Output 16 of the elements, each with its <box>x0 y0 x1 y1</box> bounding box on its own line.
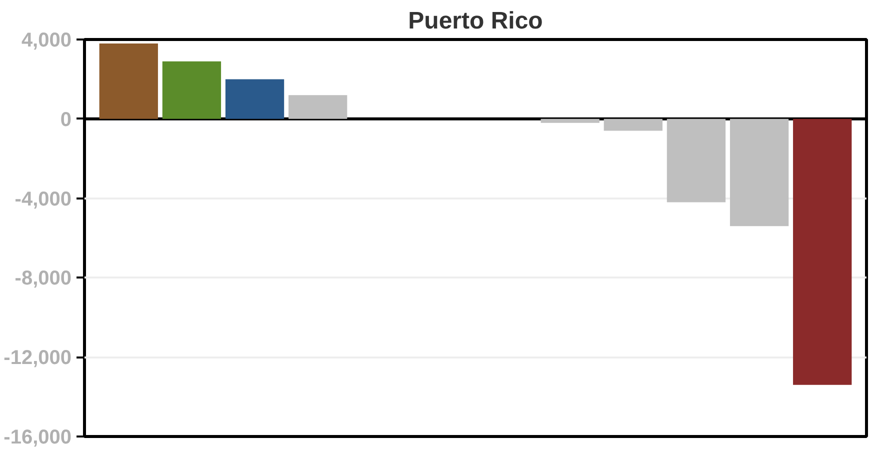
bar <box>793 118 852 385</box>
bar <box>540 118 600 123</box>
y-tick-label: 4,000 <box>21 30 72 52</box>
chart-title: Puerto Rico <box>408 8 543 34</box>
bar <box>288 95 348 119</box>
y-tick-label: -12,000 <box>4 347 72 370</box>
bar <box>666 118 726 202</box>
y-tick-label: -4,000 <box>14 188 72 210</box>
bar <box>730 118 789 226</box>
bar <box>225 79 284 119</box>
bar <box>99 43 158 119</box>
y-tick-label: -16,000 <box>4 426 72 448</box>
y-tick-label: 0 <box>60 108 72 131</box>
y-tick-label: -8,000 <box>14 268 72 290</box>
bar <box>162 61 222 119</box>
bar <box>604 118 662 131</box>
